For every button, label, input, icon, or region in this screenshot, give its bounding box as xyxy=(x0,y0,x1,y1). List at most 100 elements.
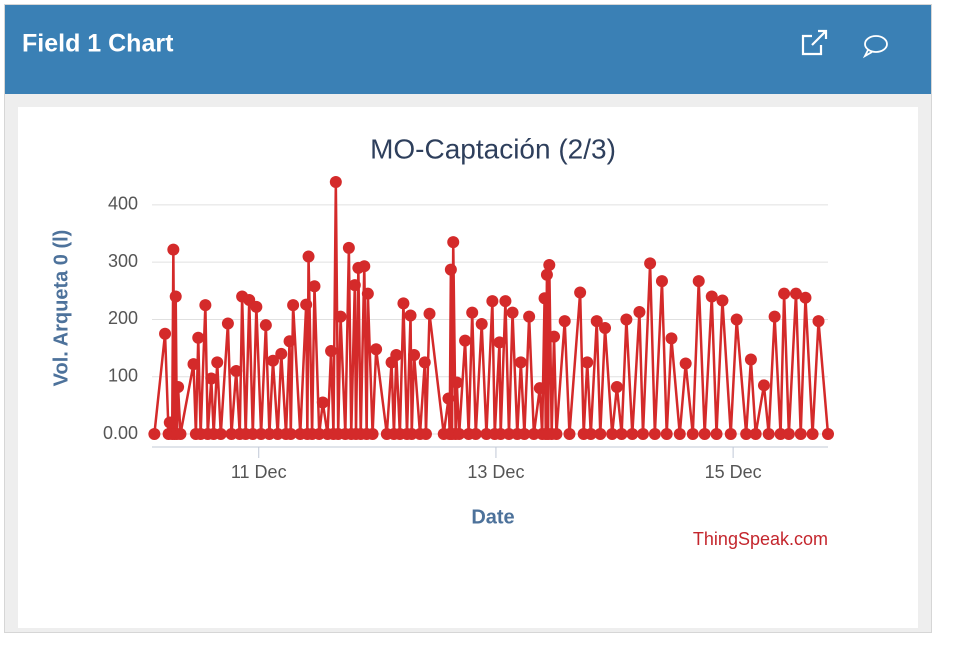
data-point xyxy=(518,428,531,440)
data-point xyxy=(594,428,607,440)
data-point xyxy=(633,306,646,319)
data-point xyxy=(648,428,661,440)
data-point xyxy=(358,260,371,273)
data-point xyxy=(626,428,639,440)
data-point xyxy=(799,291,812,304)
data-point xyxy=(300,298,313,311)
data-point xyxy=(558,315,571,328)
data-point xyxy=(283,335,296,348)
data-point xyxy=(563,428,576,440)
data-point xyxy=(361,287,374,300)
x-tick-label: 13 Dec xyxy=(467,462,524,482)
panel-title: Field 1 Chart xyxy=(22,30,174,58)
data-point xyxy=(287,299,300,312)
data-point xyxy=(740,428,753,440)
data-point xyxy=(730,313,743,326)
data-point xyxy=(584,428,597,440)
data-point xyxy=(514,356,527,369)
data-point xyxy=(225,428,238,440)
y-tick-label: 400 xyxy=(108,194,138,214)
data-point xyxy=(806,428,819,440)
data-point xyxy=(342,241,355,254)
data-point xyxy=(499,295,512,308)
data-point xyxy=(655,275,668,288)
data-point xyxy=(774,428,787,440)
data-point xyxy=(419,428,432,440)
data-point xyxy=(459,334,472,347)
data-point xyxy=(370,343,383,356)
data-point xyxy=(486,295,499,308)
data-point xyxy=(636,428,649,440)
data-point xyxy=(778,287,791,300)
data-point xyxy=(716,294,729,307)
data-point xyxy=(159,327,172,340)
data-point xyxy=(442,392,455,405)
data-point xyxy=(523,310,536,323)
data-point xyxy=(538,292,551,305)
y-tick-label: 300 xyxy=(108,251,138,271)
chart-card xyxy=(18,107,918,628)
data-point xyxy=(548,330,561,343)
data-point xyxy=(615,428,628,440)
data-point xyxy=(167,243,180,256)
data-point xyxy=(812,315,825,328)
comment-icon[interactable] xyxy=(862,35,888,59)
data-point xyxy=(230,365,243,377)
data-point xyxy=(644,257,657,270)
data-point xyxy=(174,428,187,440)
data-point xyxy=(469,428,482,440)
data-point xyxy=(284,428,297,440)
data-point xyxy=(325,344,338,357)
data-point xyxy=(480,428,493,440)
data-point xyxy=(259,319,272,332)
data-point xyxy=(390,348,403,361)
data-point xyxy=(316,396,329,409)
data-point xyxy=(169,290,182,303)
data-point xyxy=(533,382,546,395)
data-point xyxy=(453,428,466,440)
data-point xyxy=(581,356,594,369)
data-point xyxy=(502,428,515,440)
open-external-icon[interactable] xyxy=(801,29,828,56)
data-point xyxy=(710,428,723,440)
data-point xyxy=(187,358,200,371)
data-point xyxy=(686,428,699,440)
data-point xyxy=(540,268,553,281)
data-point xyxy=(599,322,612,335)
data-point xyxy=(705,290,718,303)
data-point xyxy=(348,279,361,292)
data-point xyxy=(782,428,795,440)
chart-title: MO-Captación (2/3) xyxy=(370,133,616,164)
data-point xyxy=(199,299,212,312)
data-point xyxy=(255,428,268,440)
data-point xyxy=(493,336,506,349)
data-point xyxy=(543,259,556,272)
data-point xyxy=(221,317,234,330)
data-point xyxy=(329,176,342,188)
data-point xyxy=(334,310,347,323)
data-point xyxy=(450,376,463,389)
data-point xyxy=(302,250,315,263)
data-point xyxy=(590,315,603,328)
data-point xyxy=(263,428,276,440)
data-point xyxy=(494,428,507,440)
data-point xyxy=(692,275,705,288)
data-point xyxy=(466,306,479,319)
data-point xyxy=(172,381,185,394)
data-point xyxy=(308,280,321,293)
panel-header xyxy=(5,5,931,94)
data-point xyxy=(266,354,279,367)
x-tick-label: 11 Dec xyxy=(231,462,287,482)
data-point xyxy=(250,300,263,313)
data-point xyxy=(762,428,775,440)
credits[interactable]: ThingSpeak.com xyxy=(693,529,828,549)
y-axis-label: Vol. Arqueta 0 (l) xyxy=(50,230,72,387)
data-point xyxy=(418,356,431,369)
data-point xyxy=(192,331,205,344)
data-point xyxy=(366,428,379,440)
y-tick-label: 200 xyxy=(108,308,138,328)
data-point xyxy=(679,357,692,370)
y-tick-label: 0.00 xyxy=(103,423,138,443)
